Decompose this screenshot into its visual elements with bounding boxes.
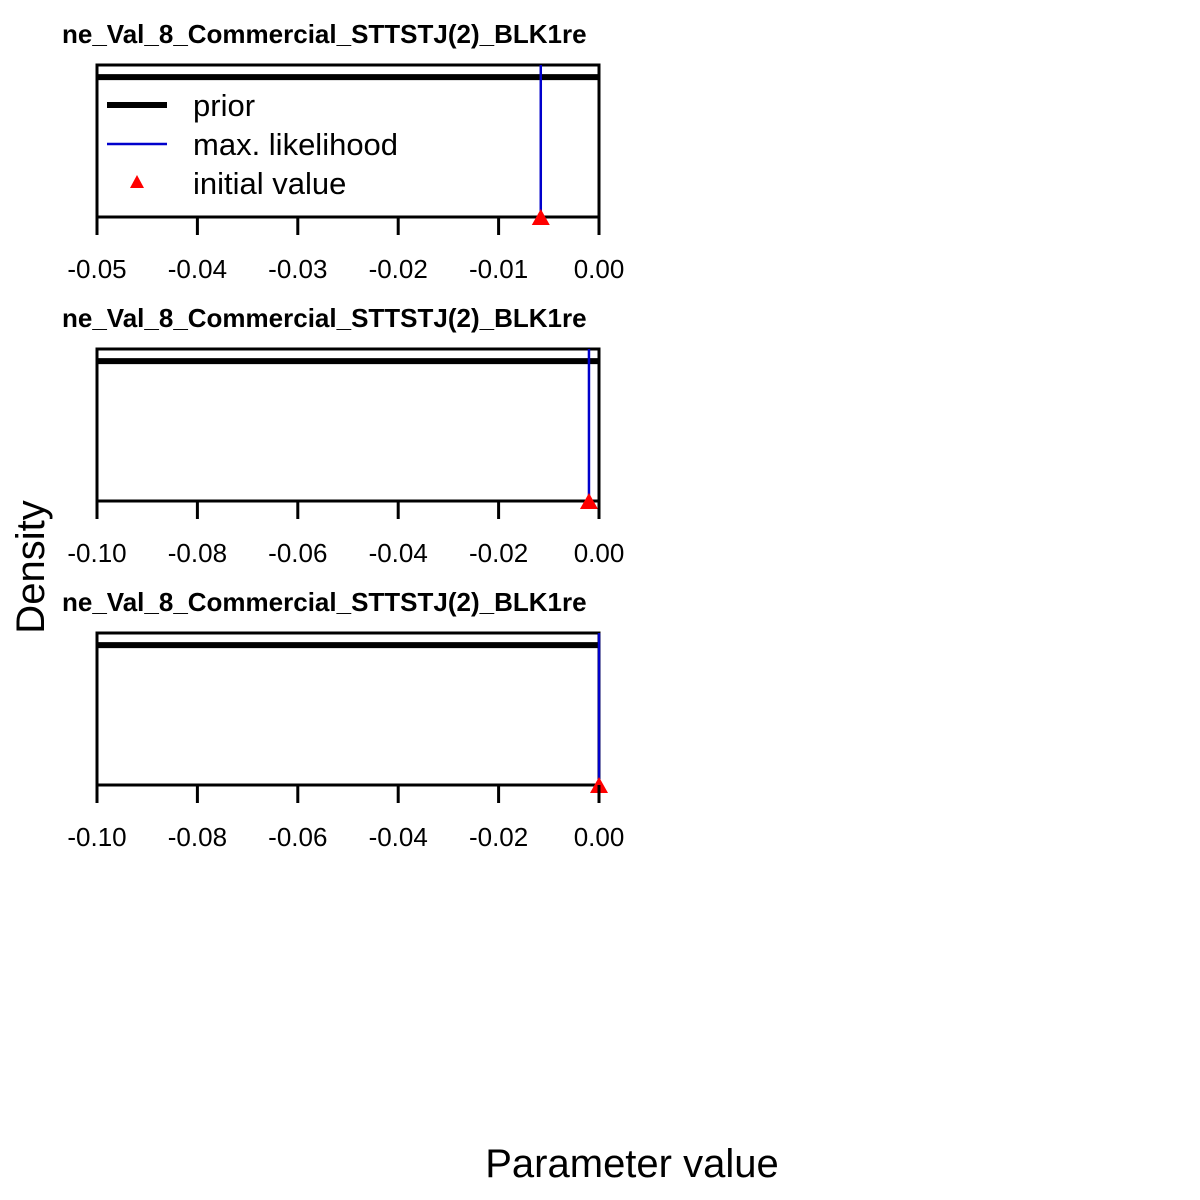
- y-axis-title: Density: [9, 500, 53, 633]
- legend: prior max. likelihood initial value: [107, 88, 398, 201]
- x-tick-label: -0.08: [168, 538, 227, 568]
- x-tick-label: -0.10: [67, 822, 126, 852]
- panel-title: ne_Val_8_Commercial_STTSTJ(2)_BLK1re: [62, 19, 587, 49]
- x-tick-label: -0.06: [268, 822, 327, 852]
- legend-label: max. likelihood: [193, 127, 398, 162]
- x-tick-label: 0.00: [574, 822, 625, 852]
- x-tick-label: -0.06: [268, 538, 327, 568]
- plot-frame: [95, 63, 601, 219]
- x-tick-label: -0.01: [469, 254, 528, 284]
- x-tick-label: -0.02: [469, 822, 528, 852]
- x-tick-label: -0.10: [67, 538, 126, 568]
- x-tick-label: -0.08: [168, 822, 227, 852]
- x-tick-label: -0.05: [67, 254, 126, 284]
- panel-1: ne_Val_8_Commercial_STTSTJ(2)_BLK1re -0.0…: [62, 19, 624, 284]
- x-axis-title: Parameter value: [485, 1142, 778, 1186]
- panel-2: ne_Val_8_Commercial_STTSTJ(2)_BLK1re -0.1…: [62, 303, 624, 568]
- plot-frame: [95, 347, 601, 503]
- panels-group: ne_Val_8_Commercial_STTSTJ(2)_BLK1re -0.0…: [62, 19, 624, 852]
- x-tick-label: -0.02: [369, 254, 428, 284]
- x-tick-label: -0.04: [369, 822, 428, 852]
- x-tick-label: -0.04: [369, 538, 428, 568]
- plot-frame: [95, 631, 601, 787]
- initial-value-marker: [579, 493, 598, 509]
- legend-swatch-initial-value: [130, 175, 144, 188]
- panel-3: ne_Val_8_Commercial_STTSTJ(2)_BLK1re -0.1…: [62, 587, 624, 852]
- x-tick-label: 0.00: [574, 538, 625, 568]
- panel-title: ne_Val_8_Commercial_STTSTJ(2)_BLK1re: [62, 587, 587, 617]
- legend-label: prior: [193, 88, 255, 123]
- x-tick-label: -0.04: [168, 254, 227, 284]
- legend-label: initial value: [193, 166, 346, 201]
- panel-title: ne_Val_8_Commercial_STTSTJ(2)_BLK1re: [62, 303, 587, 333]
- initial-value-marker: [531, 209, 550, 225]
- x-tick-label: 0.00: [574, 254, 625, 284]
- x-tick-label: -0.02: [469, 538, 528, 568]
- x-tick-label: -0.03: [268, 254, 327, 284]
